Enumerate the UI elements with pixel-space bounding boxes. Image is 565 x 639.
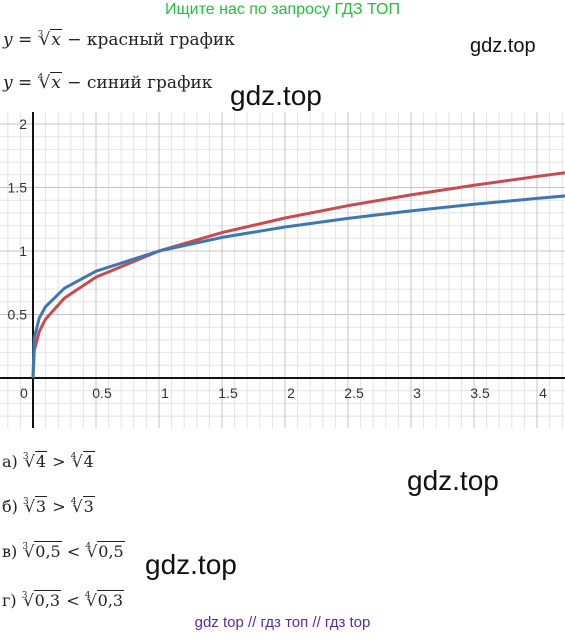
radical-index: 4 [70,452,77,462]
radicand: 0,3 [96,590,125,610]
x-tick-label: 1 [161,385,169,401]
radical-sign: √ [87,542,98,561]
answer-label: г) [2,591,17,610]
radical-index: 4 [84,591,91,601]
watermark: gdz.top [407,465,499,496]
answer-label: в) [2,542,18,561]
formula-desc: − синий график [67,73,213,93]
formula-eq: = [18,30,33,50]
footer-links[interactable]: gdz top // гдз топ // гдз top [194,614,371,631]
x-tick-label: 0.5 [92,385,112,401]
answer-label: б) [2,497,18,516]
radicand: x [50,72,62,93]
radical-sign: √ [24,542,35,561]
y-tick-label: 1.5 [8,180,28,196]
comparison-sign: < [66,542,81,561]
formula-lhs: y [3,30,13,50]
x-tick-label: 3.5 [470,385,490,401]
blue-curve [31,194,565,379]
comparison-sign: < [66,591,80,610]
radical-index: 4 [70,497,77,507]
x-tick-label: 2 [287,385,295,401]
answer-d: г) 3√0,3 < 4√0,3 [2,590,125,610]
radical-sign: √ [86,591,97,610]
curves [31,171,565,379]
radical-index: 3 [22,542,29,552]
function-chart: 0 0.5 1 1.5 2 2.5 3 3.5 4 0.5 1 1.5 2 [0,112,565,428]
comparison-sign: > [52,497,66,516]
radical-index: 4 [85,542,92,552]
x-tick-label: 0 [20,385,28,401]
radical-sign: √ [39,73,51,93]
x-tick-label: 1.5 [218,385,238,401]
axes [0,112,565,428]
radical-sign: √ [23,591,34,610]
radical-sign: √ [24,452,35,471]
radical-index: 4 [37,73,44,83]
x-tick-label: 3 [413,385,421,401]
radical-sign: √ [24,497,35,516]
answer-label: а) [2,452,18,471]
search-banner[interactable]: Ищите нас по запросу ГДЗ ТОП [165,1,400,18]
x-tick-label: 4 [539,385,547,401]
comparison-sign: > [52,452,66,471]
grid-major [0,112,565,428]
radicand: 3 [34,496,48,516]
radical-sign: √ [72,497,83,516]
tick-labels: 0 0.5 1 1.5 2 2.5 3 3.5 4 0.5 1 1.5 2 [8,116,548,401]
radicand: 0,5 [97,541,125,561]
radical-sign: √ [39,30,51,50]
watermark: gdz.top [470,35,536,57]
radical-index: 3 [22,497,29,507]
formula-eq: = [18,73,33,93]
y-tick-label: 2 [19,116,27,132]
answer-c: в) 3√0,5 < 4√0,5 [2,541,125,561]
radicand: 0,5 [34,541,62,561]
x-tick-label: 2.5 [344,385,364,401]
formula-lhs: y [3,73,13,93]
radicand: 3 [82,496,95,516]
radical-index: 3 [37,30,44,40]
red-curve [31,171,565,379]
answer-b: б) 3√3 > 4√3 [2,496,95,516]
watermark: gdz.top [145,549,237,580]
radicand: x [50,29,62,50]
formula-desc: − красный график [67,30,235,50]
formula-red: y = 3√x − красный график [3,29,235,50]
y-tick-label: 0.5 [8,307,28,323]
radical-index: 3 [22,452,29,462]
watermark: gdz.top [230,80,322,111]
radical-index: 3 [21,591,28,601]
radical-sign: √ [72,452,83,471]
answer-a: а) 3√4 > 4√4 [2,451,95,471]
y-tick-label: 1 [19,243,27,259]
radicand: 0,3 [33,590,62,610]
radicand: 4 [82,451,95,471]
grid-minor [0,112,565,428]
radicand: 4 [34,451,47,471]
formula-blue: y = 4√x − синий график [3,72,213,93]
